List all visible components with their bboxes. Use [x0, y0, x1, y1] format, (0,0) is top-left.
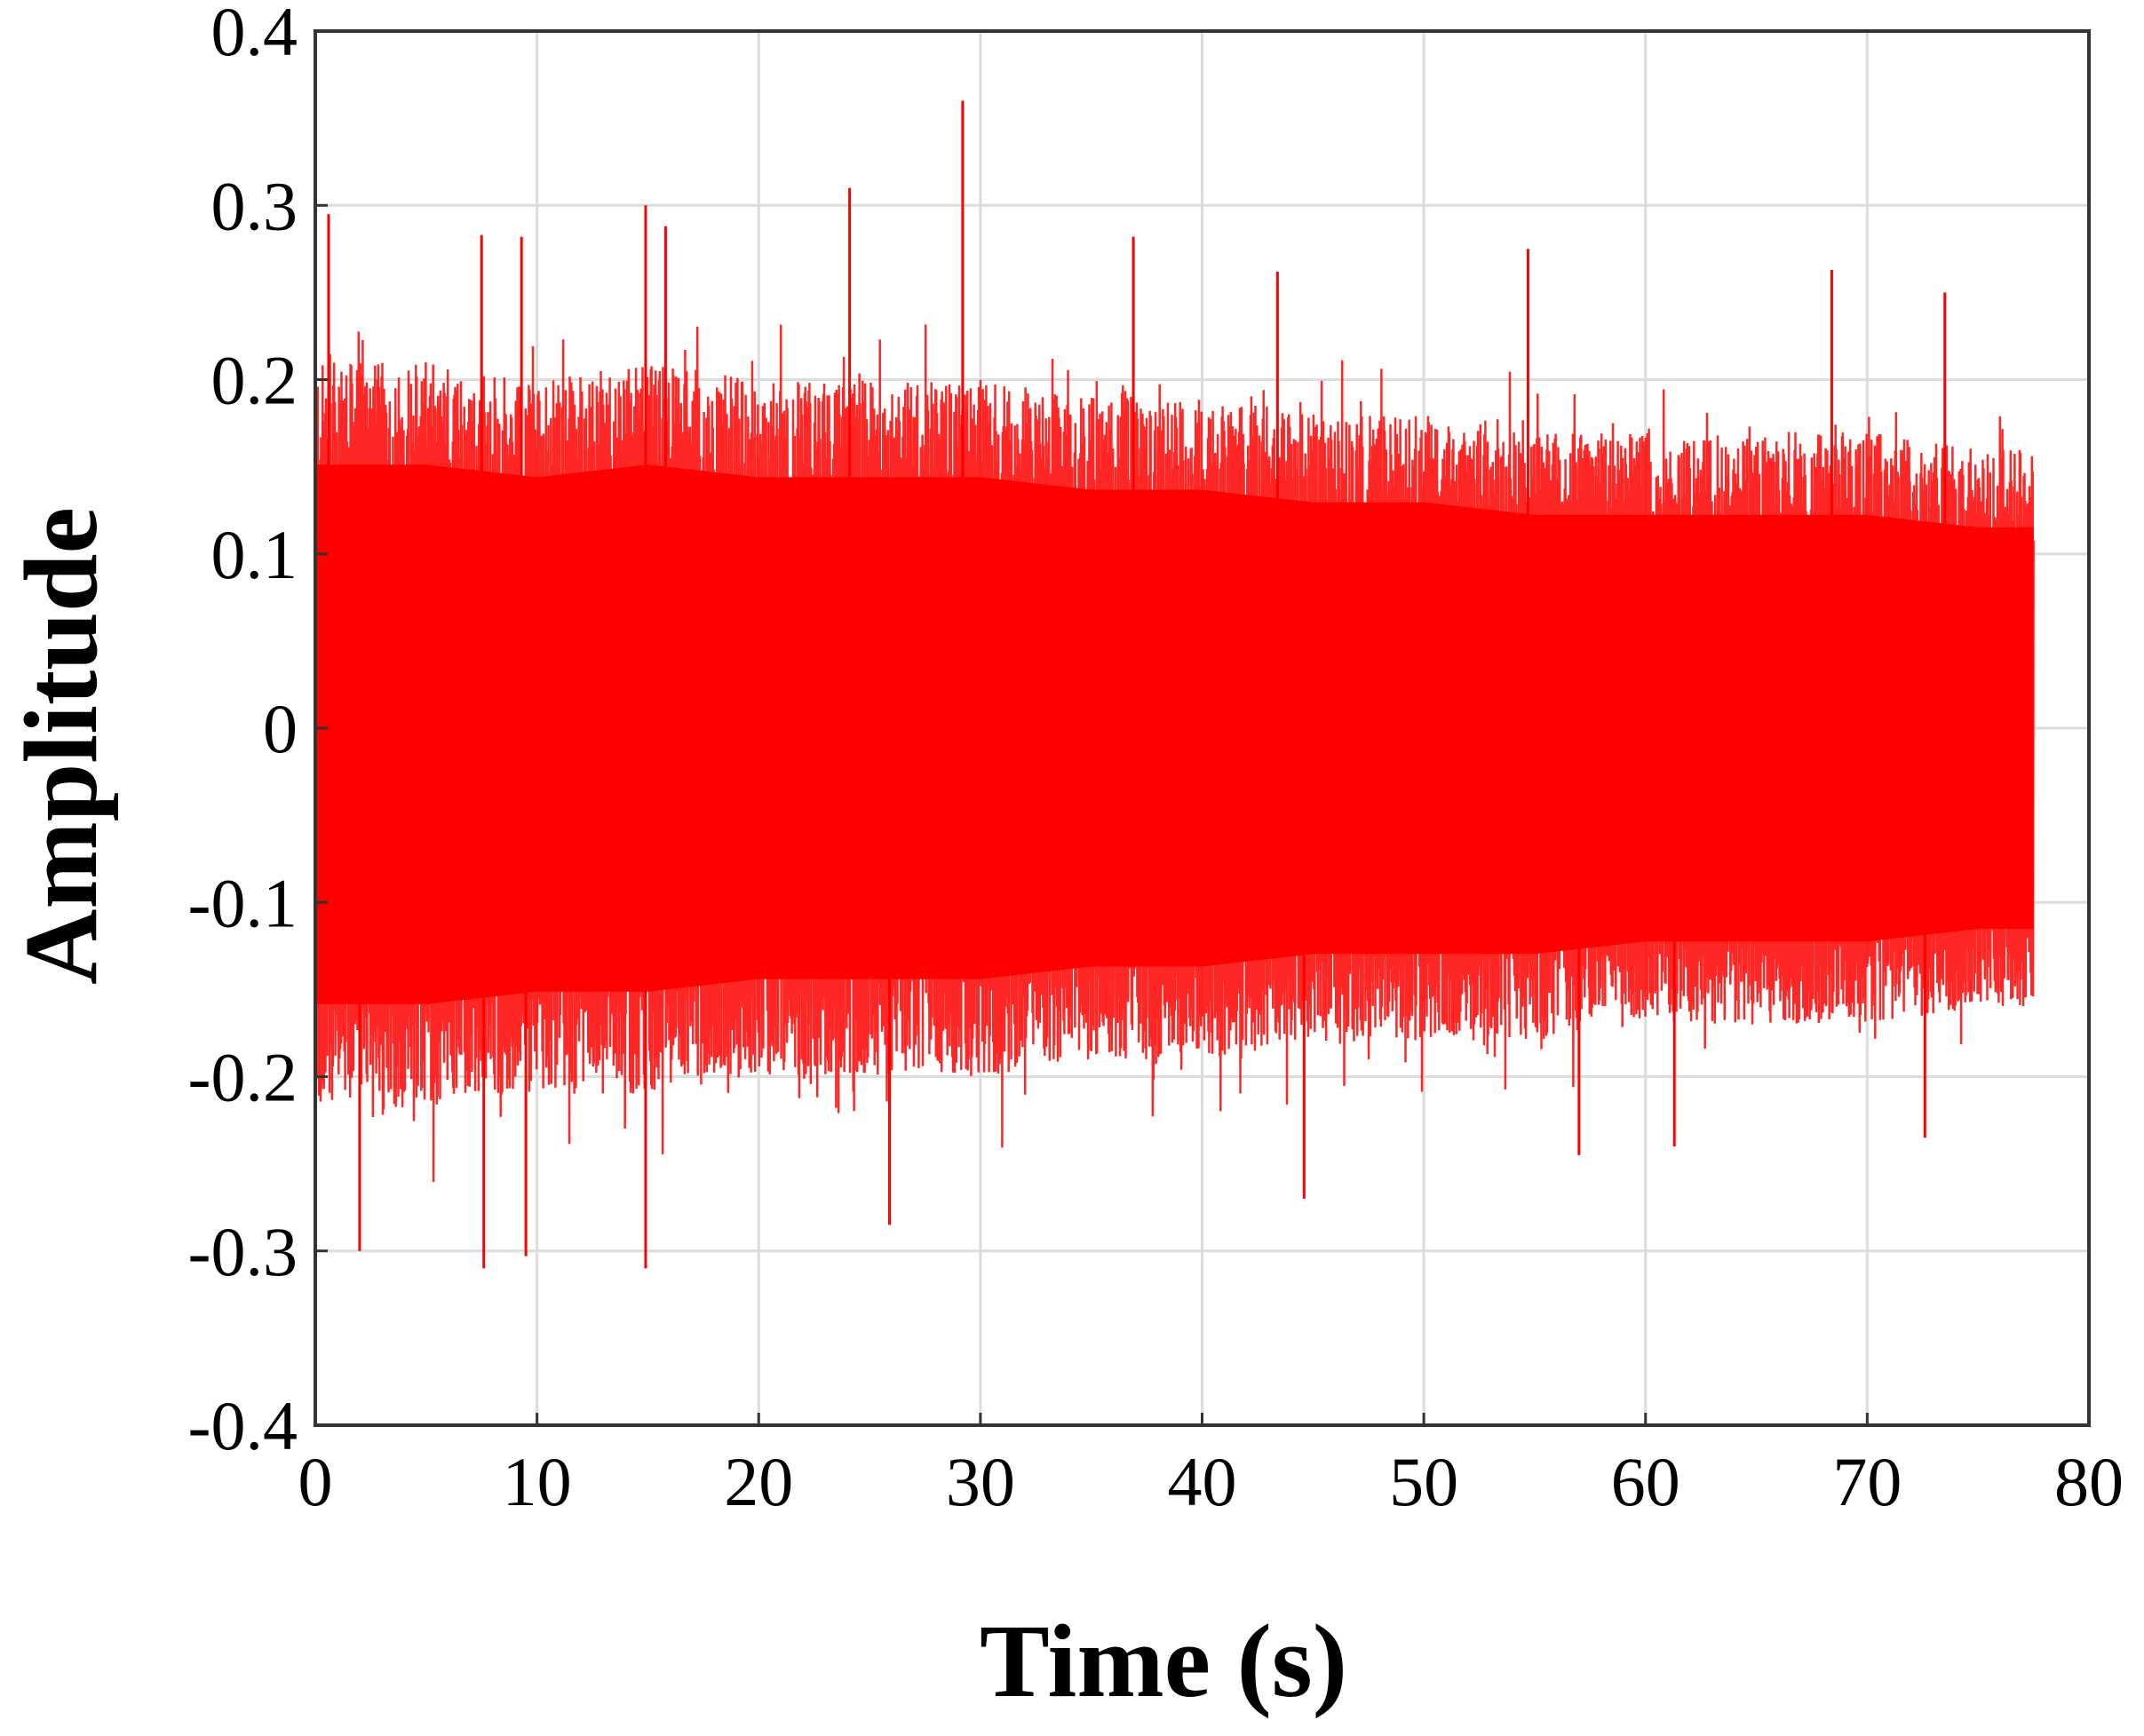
y-tick-label: 0	[263, 690, 298, 767]
x-tick-label: 80	[2054, 1443, 2124, 1520]
y-tick-label: -0.1	[188, 864, 298, 941]
x-tick-label: 20	[724, 1443, 793, 1520]
x-tick-label: 0	[298, 1443, 333, 1520]
x-tick-label: 70	[1832, 1443, 1902, 1520]
x-axis-ticks: 0 10 20 30 40 50 60 70 80	[298, 1413, 2124, 1520]
y-tick-label: 0.2	[211, 342, 298, 419]
y-tick-label: -0.4	[188, 1387, 298, 1464]
x-tick-label: 50	[1389, 1443, 1458, 1520]
x-tick-label: 30	[946, 1443, 1015, 1520]
y-axis-title: Amplitude	[3, 507, 119, 985]
y-tick-label: 0.1	[211, 516, 298, 593]
x-tick-label: 10	[503, 1443, 572, 1520]
y-tick-label: -0.3	[188, 1213, 298, 1290]
signal-trace	[314, 324, 2035, 1183]
signal-series	[314, 100, 2035, 1269]
x-tick-label: 60	[1611, 1443, 1680, 1520]
x-tick-label: 40	[1168, 1443, 1237, 1520]
y-tick-label: 0.4	[211, 0, 298, 70]
y-tick-label: -0.2	[188, 1039, 298, 1116]
y-axis-ticks: 0.4 0.3 0.2 0.1 0 -0.1 -0.2 -0.3 -0.4	[188, 0, 328, 1464]
y-tick-label: 0.3	[211, 167, 298, 244]
x-axis-title: Time (s)	[980, 1603, 1347, 1719]
